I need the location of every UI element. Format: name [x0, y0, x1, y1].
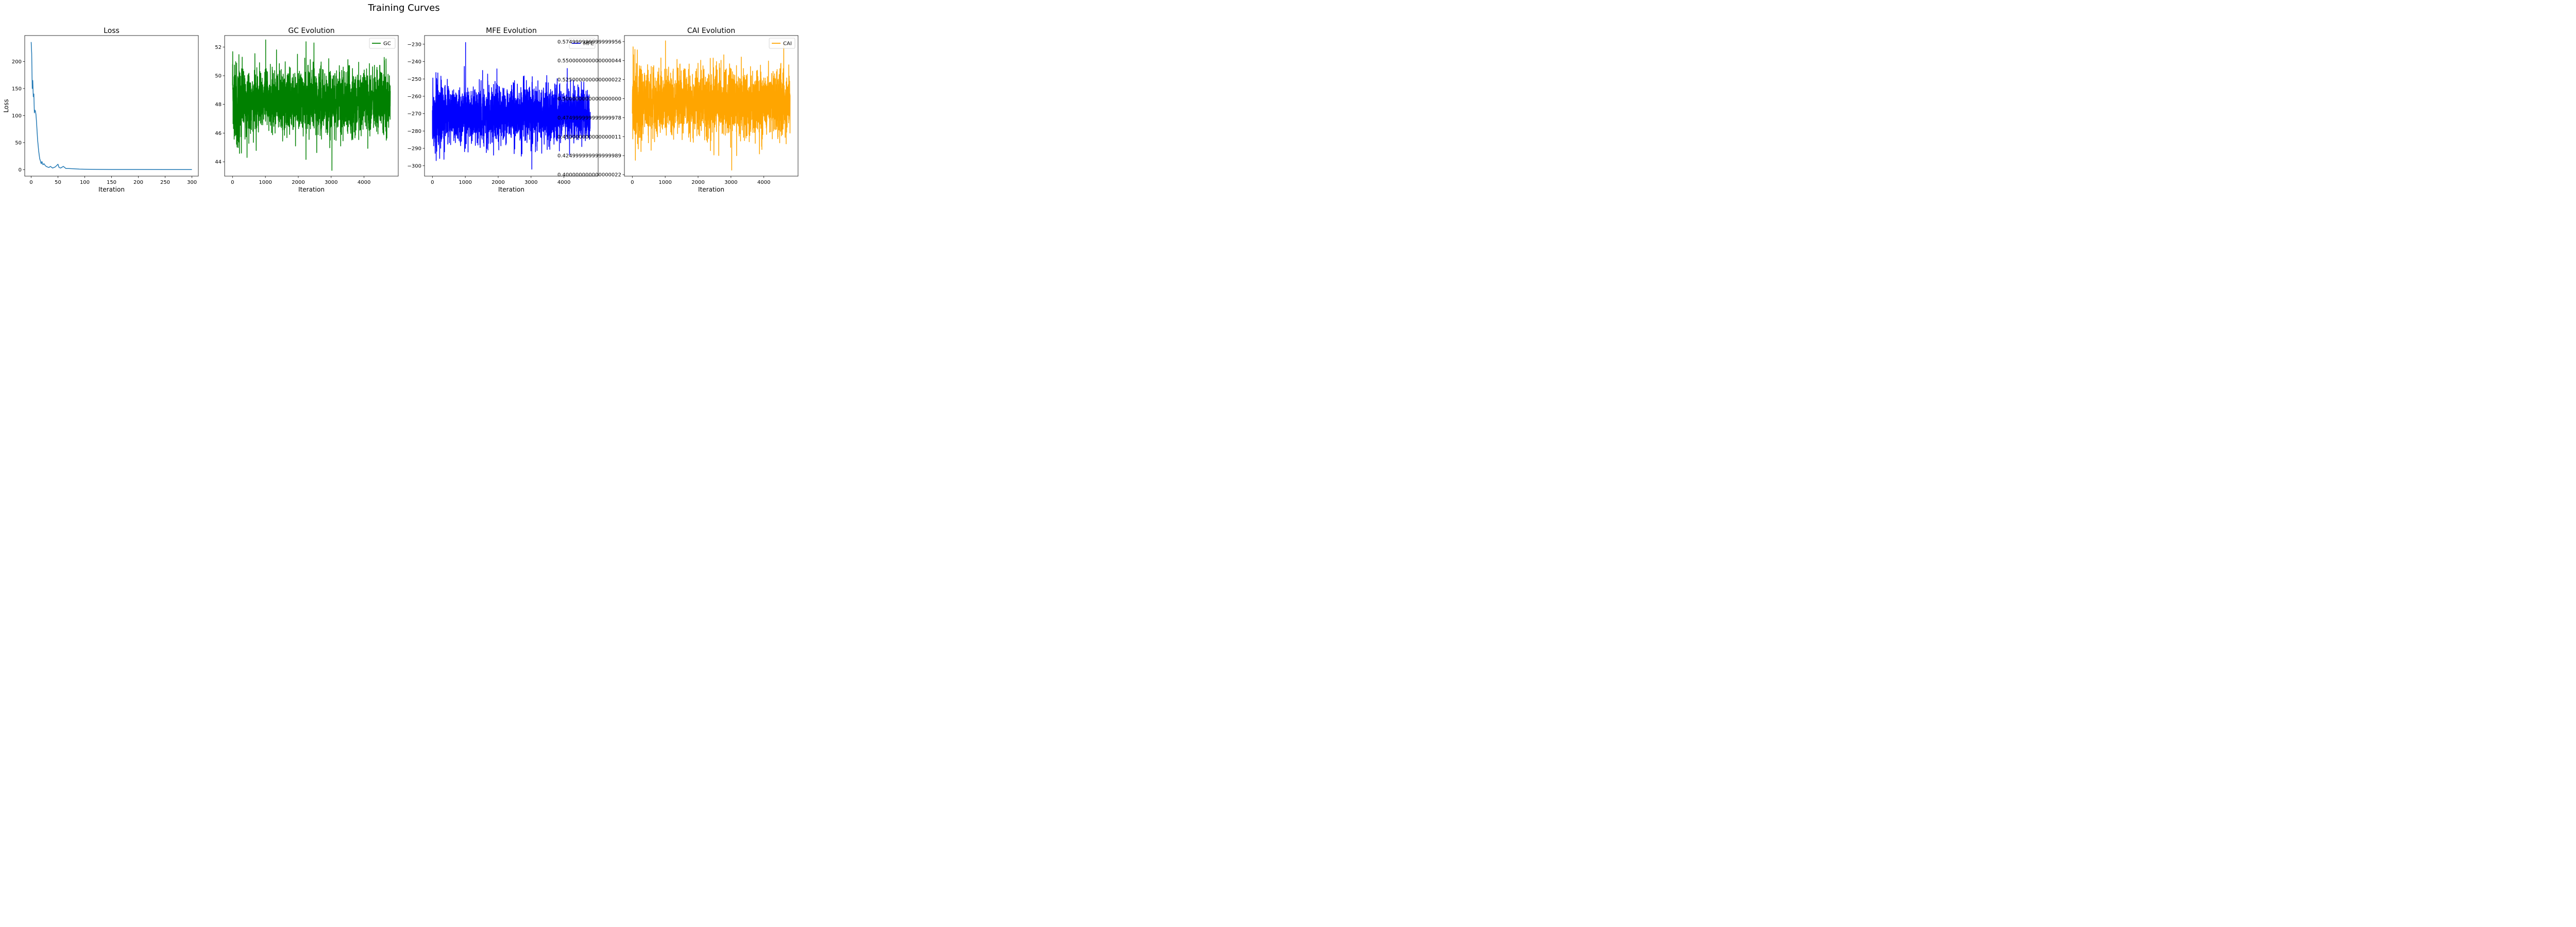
y-tick-label: 0.474999999999999978 — [557, 115, 621, 121]
y-tick-label: −290 — [408, 146, 421, 152]
y-tick-label: −260 — [408, 94, 421, 99]
subplot-title: CAI Evolution — [687, 27, 735, 35]
x-tick-label: 0 — [231, 180, 234, 185]
y-tick-label: −230 — [408, 42, 421, 47]
x-tick-label: 0 — [631, 180, 634, 185]
x-tick-label: 50 — [55, 180, 61, 185]
subplot-title: Loss — [104, 27, 120, 35]
series-line-mfe — [432, 42, 591, 170]
legend-box — [369, 38, 396, 49]
y-tick-label: 0.500000000000000000 — [557, 96, 621, 102]
axes-frame — [224, 35, 399, 177]
x-tick-label: 100 — [80, 180, 90, 185]
x-tick-label: 200 — [133, 180, 143, 185]
x-tick-label: 3000 — [325, 180, 337, 185]
x-tick-label: 1000 — [259, 180, 272, 185]
legend: GC — [369, 38, 396, 49]
y-tick-label: −240 — [408, 59, 421, 65]
x-tick-label: 2000 — [691, 180, 704, 185]
y-tick-label: 150 — [12, 86, 22, 92]
y-tick-label: 0.424999999999999989 — [557, 153, 621, 159]
subplot-4: CAI Evolution 0 1000 2000 3000 4000 0.40000000… — [557, 27, 799, 193]
series-line-gc — [232, 39, 391, 171]
y-tick-label: 0.450000000000000011 — [557, 134, 621, 140]
legend: MFE — [569, 38, 596, 49]
subplot-2: GC Evolution 0 1000 2000 3000 4000 44 46 48 50 52 I… — [215, 27, 399, 193]
legend-label: CAI — [783, 41, 792, 47]
x-tick-label: 4000 — [557, 180, 570, 185]
x-tick-label: 1000 — [658, 180, 671, 185]
subplot-title: MFE Evolution — [486, 27, 537, 35]
series-line-cai — [632, 40, 791, 170]
x-tick-label: 2000 — [492, 180, 504, 185]
x-tick-label: 4000 — [358, 180, 370, 185]
y-tick-label: 100 — [12, 113, 22, 119]
y-tick-label: −250 — [408, 77, 421, 82]
y-tick-label: 52 — [215, 45, 222, 50]
legend: CAI — [769, 38, 795, 49]
y-tick-label: 0.400000000000000022 — [557, 173, 621, 178]
x-tick-label: 150 — [107, 180, 116, 185]
y-tick-label: −300 — [408, 163, 421, 169]
legend-label: MFE — [583, 41, 594, 47]
axes-frame — [624, 35, 799, 177]
y-tick-label: 50 — [15, 140, 22, 146]
subplot-title: GC Evolution — [288, 27, 334, 35]
y-tick-label: 44 — [215, 160, 222, 165]
x-tick-label: 0 — [29, 180, 32, 185]
y-axis-label: Loss — [3, 99, 10, 112]
y-tick-label: 0.550000000000000044 — [557, 58, 621, 64]
y-tick-label: 0.525000000000000022 — [557, 77, 621, 83]
x-axis-label: Iteration — [698, 186, 724, 193]
figure-title: Training Curves — [367, 3, 439, 13]
x-tick-label: 4000 — [757, 180, 770, 185]
x-tick-label: 3000 — [724, 180, 737, 185]
x-axis-label: Iteration — [98, 186, 125, 193]
y-tick-label: 0 — [19, 167, 22, 173]
y-tick-label: 200 — [12, 59, 22, 65]
y-tick-label: 48 — [215, 102, 222, 108]
series-line-loss — [30, 42, 192, 170]
subplot-3: MFE Evolution 0 1000 2000 3000 4000 −300 −290 −2… — [408, 27, 599, 193]
y-tick-label: −280 — [408, 129, 421, 134]
legend-box — [769, 38, 795, 49]
y-tick-label: 50 — [215, 74, 222, 79]
x-tick-label: 0 — [431, 180, 434, 185]
legend-label: GC — [383, 41, 391, 47]
y-tick-label: −270 — [408, 111, 421, 117]
x-tick-label: 2000 — [292, 180, 304, 185]
x-tick-label: 250 — [160, 180, 170, 185]
axes-frame — [24, 35, 199, 177]
y-tick-label: 46 — [215, 131, 222, 136]
x-tick-label: 3000 — [524, 180, 537, 185]
axes-frame — [424, 35, 599, 177]
x-axis-label: Iteration — [298, 186, 325, 193]
x-axis-label: Iteration — [498, 186, 524, 193]
legend-box — [569, 38, 596, 49]
x-tick-label: 1000 — [459, 180, 471, 185]
y-tick-label: 0.574999999999999956 — [557, 39, 621, 45]
x-tick-label: 300 — [187, 180, 197, 185]
subplot-1: Loss 0 50 100 150 200 250 300 0 50 100 150 200 Iterat… — [3, 27, 199, 193]
